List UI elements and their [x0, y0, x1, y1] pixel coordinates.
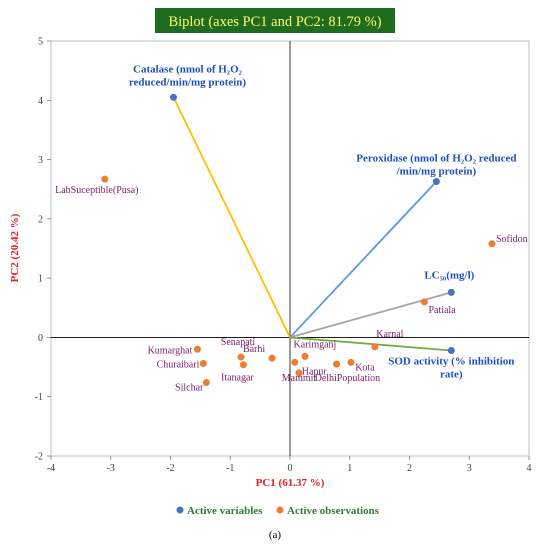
observation-point — [193, 345, 201, 353]
title-box — [155, 8, 395, 33]
variable-label: rate) — [440, 368, 463, 380]
variable-point — [447, 346, 455, 354]
variable-label: Catalase (nmol of H₂O₂ — [133, 63, 243, 75]
observation-label: Kota — [355, 362, 375, 373]
x-tick-label: 1 — [347, 463, 352, 474]
x-tick-label: -3 — [107, 463, 115, 474]
figure-caption: (a) — [269, 529, 282, 541]
x-tick-label: 4 — [527, 463, 532, 474]
variable-vector — [289, 336, 452, 352]
x-tick-label: 3 — [467, 463, 472, 474]
variable-label: /min/mg protein) — [396, 166, 477, 178]
variable-vector — [289, 180, 438, 339]
legend-observation-marker — [276, 506, 284, 514]
observation-point — [295, 369, 303, 377]
observation-point — [202, 378, 210, 386]
y-tick-label: 2 — [38, 214, 43, 225]
variable-point — [432, 178, 440, 186]
legend-variable-label: Active variables — [187, 505, 263, 517]
observation-point — [199, 360, 207, 368]
axes-layer: -4 -3 -2 -1 0 1 2 3 4 -2 -1 0 1 2 3 4 5 — [35, 37, 532, 475]
observation-point — [239, 361, 247, 369]
legend-variable-marker — [176, 506, 184, 514]
observation-point — [301, 352, 309, 360]
observation-label: Sofidon — [496, 234, 528, 245]
x-tick-label: 0 — [288, 463, 293, 474]
variable-label: LC₅₀(mg/l) — [424, 269, 474, 281]
observation-point — [347, 358, 355, 366]
y-tick-label: 0 — [38, 333, 43, 344]
observation-label: Mammit — [282, 373, 317, 384]
variable-point — [447, 288, 455, 296]
y-tick-label: 1 — [38, 274, 43, 285]
y-tick-label: -1 — [35, 392, 43, 403]
observations-layer: LabSuceptible(Pusa) Sofidon Patiala Karnal K… — [55, 175, 528, 393]
variable-point — [169, 93, 177, 101]
variable-label: Peroxidase (nmol of H₂O₂ reduced — [356, 153, 516, 165]
y-tick-label: -2 — [35, 452, 43, 463]
observation-point — [268, 354, 276, 362]
x-tick-label: -2 — [166, 463, 174, 474]
observation-point — [237, 353, 245, 361]
observation-point — [101, 175, 109, 183]
observation-label: Karimganj — [294, 339, 337, 350]
x-axis-label: PC1 (61.37 %) — [256, 477, 325, 489]
observation-label: DelhiPopulation — [315, 373, 381, 384]
observation-label: Karnal — [376, 329, 403, 340]
y-tick-label: 4 — [38, 96, 43, 107]
chart-title: Biplot (axes PC1 and PC2: 81.79 %) — [168, 14, 381, 30]
x-tick-label: -1 — [226, 463, 234, 474]
observation-point — [420, 298, 428, 306]
observation-label: Hapur — [302, 366, 328, 377]
x-tick-label: -4 — [47, 463, 55, 474]
observation-label: Patiala — [428, 305, 456, 316]
legend: Active variables Active observations — [176, 505, 380, 517]
legend-observation-label: Active observations — [287, 505, 380, 517]
observation-point — [333, 360, 341, 368]
x-tick-label: 2 — [407, 463, 412, 474]
observation-label: Churaibari — [157, 360, 200, 371]
observation-label: LabSuceptible(Pusa) — [55, 185, 138, 196]
y-axis-label: PC2 (20.42 %) — [9, 213, 21, 282]
observation-label: Senapati — [221, 337, 256, 348]
observation-point — [488, 240, 496, 248]
observation-point — [291, 358, 299, 366]
y-tick-label: 5 — [38, 37, 43, 48]
variable-label: reduced/min/mg protein) — [129, 76, 247, 88]
observation-label: Kumarghat — [148, 345, 193, 356]
variable-label: SOD activity (% inhibition — [388, 355, 514, 367]
observation-label: Silchar — [175, 382, 204, 393]
observation-label: Barhi — [243, 344, 265, 355]
observation-point — [371, 343, 379, 351]
observation-label: Itanagar — [221, 373, 254, 384]
variable-vector — [172, 96, 291, 338]
variable-vector — [289, 291, 452, 339]
y-tick-label: 3 — [38, 155, 43, 166]
